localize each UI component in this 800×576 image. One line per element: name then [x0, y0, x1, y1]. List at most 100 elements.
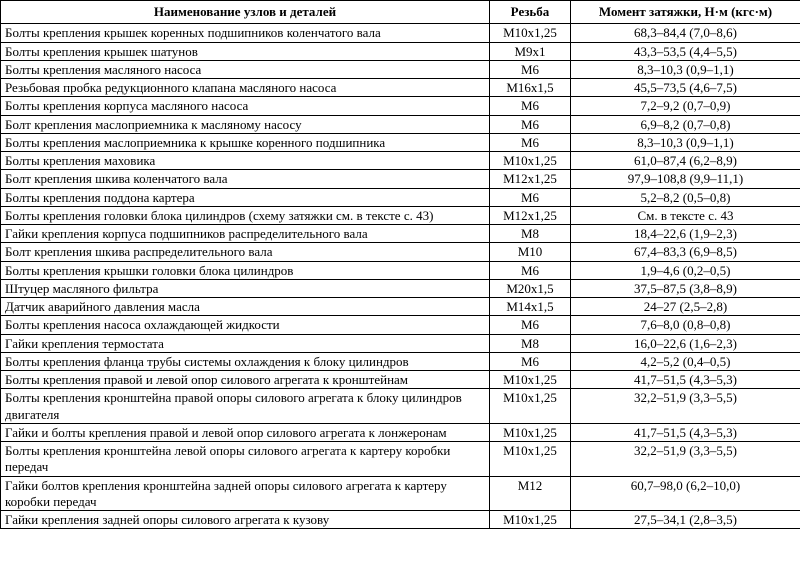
table-row: Гайки и болты крепления правой и левой о… [1, 423, 800, 441]
cell-thread: М20х1,5 [490, 279, 571, 297]
cell-torque: 27,5–34,1 (2,8–3,5) [571, 511, 800, 529]
table-row: Болт крепления шкива коленчатого валаМ12… [1, 170, 800, 188]
cell-thread: М9х1 [490, 42, 571, 60]
cell-name: Болт крепления маслоприемника к масляном… [1, 115, 490, 133]
cell-thread: М10х1,25 [490, 423, 571, 441]
table-header-row: Наименование узлов и деталей Резьба Моме… [1, 1, 800, 24]
cell-thread: М8 [490, 225, 571, 243]
cell-thread: М10 [490, 243, 571, 261]
cell-name: Болты крепления насоса охлаждающей жидко… [1, 316, 490, 334]
cell-name: Датчик аварийного давления масла [1, 298, 490, 316]
cell-torque: 41,7–51,5 (4,3–5,3) [571, 371, 800, 389]
cell-name: Гайки крепления термостата [1, 334, 490, 352]
table-row: Штуцер масляного фильтраМ20х1,537,5–87,5… [1, 279, 800, 297]
cell-thread: М6 [490, 188, 571, 206]
cell-torque: 8,3–10,3 (0,9–1,1) [571, 60, 800, 78]
cell-torque: 4,2–5,2 (0,4–0,5) [571, 352, 800, 370]
cell-torque: 67,4–83,3 (6,9–8,5) [571, 243, 800, 261]
table-row: Резьбовая пробка редукционного клапана м… [1, 79, 800, 97]
cell-thread: М6 [490, 316, 571, 334]
cell-thread: М6 [490, 261, 571, 279]
table-row: Болты крепления правой и левой опор сило… [1, 371, 800, 389]
cell-torque: См. в тексте с. 43 [571, 206, 800, 224]
cell-torque: 60,7–98,0 (6,2–10,0) [571, 476, 800, 511]
torque-table: Наименование узлов и деталей Резьба Моме… [0, 0, 800, 529]
cell-name: Болты крепления масляного насоса [1, 60, 490, 78]
cell-thread: М10х1,25 [490, 389, 571, 424]
cell-name: Болты крепления головки блока цилиндров … [1, 206, 490, 224]
cell-name: Болты крепления фланца трубы системы охл… [1, 352, 490, 370]
cell-torque: 7,6–8,0 (0,8–0,8) [571, 316, 800, 334]
table-row: Болты крепления корпуса масляного насоса… [1, 97, 800, 115]
cell-torque: 16,0–22,6 (1,6–2,3) [571, 334, 800, 352]
cell-name: Болты крепления маховика [1, 152, 490, 170]
cell-thread: М16х1,5 [490, 79, 571, 97]
cell-name: Резьбовая пробка редукционного клапана м… [1, 79, 490, 97]
table-row: Болты крепления маслоприемника к крышке … [1, 133, 800, 151]
table-row: Болты крепления масляного насосаМ68,3–10… [1, 60, 800, 78]
cell-torque: 41,7–51,5 (4,3–5,3) [571, 423, 800, 441]
cell-torque: 32,2–51,9 (3,3–5,5) [571, 389, 800, 424]
table-row: Болты крепления насоса охлаждающей жидко… [1, 316, 800, 334]
cell-thread: М6 [490, 115, 571, 133]
cell-torque: 18,4–22,6 (1,9–2,3) [571, 225, 800, 243]
cell-name: Гайки болтов крепления кронштейна задней… [1, 476, 490, 511]
cell-name: Болты крепления кронштейна левой опоры с… [1, 442, 490, 477]
cell-thread: М6 [490, 352, 571, 370]
cell-name: Болты крепления поддона картера [1, 188, 490, 206]
cell-name: Болты крепления корпуса масляного насоса [1, 97, 490, 115]
col-header-thread: Резьба [490, 1, 571, 24]
cell-name: Болты крепления кронштейна правой опоры … [1, 389, 490, 424]
col-header-name: Наименование узлов и деталей [1, 1, 490, 24]
table-row: Болты крепления кронштейна правой опоры … [1, 389, 800, 424]
cell-thread: М14х1,5 [490, 298, 571, 316]
cell-thread: М6 [490, 133, 571, 151]
table-row: Гайки болтов крепления кронштейна задней… [1, 476, 800, 511]
cell-torque: 37,5–87,5 (3,8–8,9) [571, 279, 800, 297]
cell-torque: 7,2–9,2 (0,7–0,9) [571, 97, 800, 115]
table-row: Датчик аварийного давления маслаМ14х1,52… [1, 298, 800, 316]
cell-torque: 43,3–53,5 (4,4–5,5) [571, 42, 800, 60]
cell-name: Гайки крепления задней опоры силового аг… [1, 511, 490, 529]
cell-name: Болты крепления маслоприемника к крышке … [1, 133, 490, 151]
col-header-torque: Момент затяжки, Н·м (кгс·м) [571, 1, 800, 24]
table-row: Болты крепления крышки головки блока цил… [1, 261, 800, 279]
cell-torque: 45,5–73,5 (4,6–7,5) [571, 79, 800, 97]
cell-name: Болт крепления шкива распределительного … [1, 243, 490, 261]
table-row: Болты крепления крышек коренных подшипни… [1, 24, 800, 42]
table-row: Болты крепления поддона картераМ65,2–8,2… [1, 188, 800, 206]
cell-name: Болты крепления правой и левой опор сило… [1, 371, 490, 389]
table-row: Болты крепления кронштейна левой опоры с… [1, 442, 800, 477]
cell-thread: М10х1,25 [490, 511, 571, 529]
cell-torque: 32,2–51,9 (3,3–5,5) [571, 442, 800, 477]
cell-thread: М10х1,25 [490, 371, 571, 389]
cell-torque: 1,9–4,6 (0,2–0,5) [571, 261, 800, 279]
table-row: Болты крепления маховикаМ10х1,2561,0–87,… [1, 152, 800, 170]
cell-name: Болты крепления крышек шатунов [1, 42, 490, 60]
table-row: Болты крепления фланца трубы системы охл… [1, 352, 800, 370]
table-row: Болт крепления шкива распределительного … [1, 243, 800, 261]
table-row: Гайки крепления задней опоры силового аг… [1, 511, 800, 529]
cell-name: Болты крепления крышек коренных подшипни… [1, 24, 490, 42]
cell-thread: М6 [490, 60, 571, 78]
cell-torque: 68,3–84,4 (7,0–8,6) [571, 24, 800, 42]
table-row: Болты крепления головки блока цилиндров … [1, 206, 800, 224]
cell-torque: 61,0–87,4 (6,2–8,9) [571, 152, 800, 170]
cell-torque: 5,2–8,2 (0,5–0,8) [571, 188, 800, 206]
table-row: Болты крепления крышек шатуновМ9х143,3–5… [1, 42, 800, 60]
cell-thread: М12 [490, 476, 571, 511]
cell-name: Болт крепления шкива коленчатого вала [1, 170, 490, 188]
cell-thread: М10х1,25 [490, 24, 571, 42]
cell-torque: 8,3–10,3 (0,9–1,1) [571, 133, 800, 151]
cell-torque: 97,9–108,8 (9,9–11,1) [571, 170, 800, 188]
cell-thread: М10х1,25 [490, 152, 571, 170]
cell-torque: 6,9–8,2 (0,7–0,8) [571, 115, 800, 133]
cell-thread: М12х1,25 [490, 206, 571, 224]
cell-thread: М12х1,25 [490, 170, 571, 188]
table-row: Гайки крепления термостатаМ816,0–22,6 (1… [1, 334, 800, 352]
cell-thread: М8 [490, 334, 571, 352]
cell-thread: М10х1,25 [490, 442, 571, 477]
cell-name: Гайки крепления корпуса подшипников расп… [1, 225, 490, 243]
cell-name: Штуцер масляного фильтра [1, 279, 490, 297]
table-row: Болт крепления маслоприемника к масляном… [1, 115, 800, 133]
